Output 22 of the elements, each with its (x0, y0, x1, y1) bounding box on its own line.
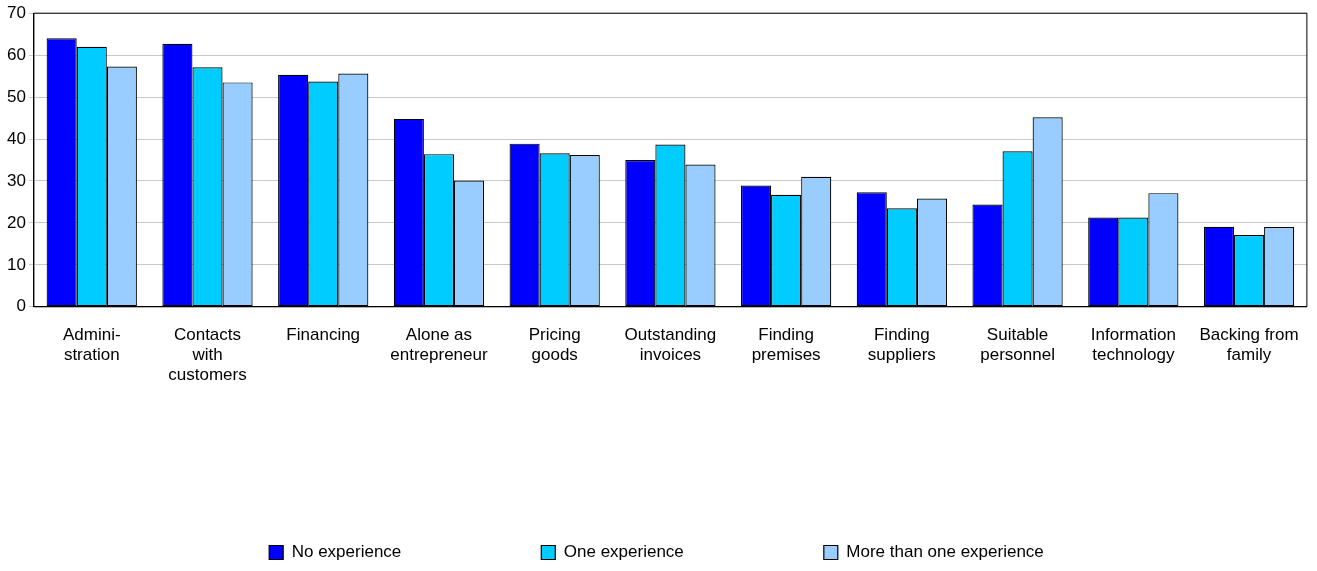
x-tick-label: Financing (286, 324, 361, 344)
x-tick-label: Admini- stration (62, 324, 121, 365)
y-tick-label: 30 (6, 170, 26, 190)
x-tick-label: Finding premises (751, 324, 821, 365)
x-tick-label: Contacts with customers (168, 324, 247, 385)
legend-label: More than one experience (846, 542, 1044, 562)
x-tick-label: Outstanding invoices (624, 324, 717, 365)
legend-label: No experience (291, 542, 402, 562)
x-tick-label: Alone as entrepreneur (390, 324, 488, 365)
y-tick-label: 10 (6, 254, 26, 274)
y-tick-label: 70 (6, 2, 26, 22)
y-tick-label: 50 (6, 86, 26, 106)
y-tick-label: 60 (6, 44, 26, 64)
y-tick-label: 0 (16, 296, 26, 316)
x-tick-label: Information technology (1090, 324, 1176, 365)
x-tick-label: Suitable personnel (980, 324, 1055, 365)
x-tick-label: Pricing goods (528, 324, 581, 365)
x-tick-label: Finding suppliers (867, 324, 936, 365)
y-tick-label: 20 (6, 212, 26, 232)
legend-label: One experience (563, 542, 684, 562)
y-tick-label: 40 (6, 128, 26, 148)
x-tick-label: Backing from family (1199, 324, 1299, 365)
